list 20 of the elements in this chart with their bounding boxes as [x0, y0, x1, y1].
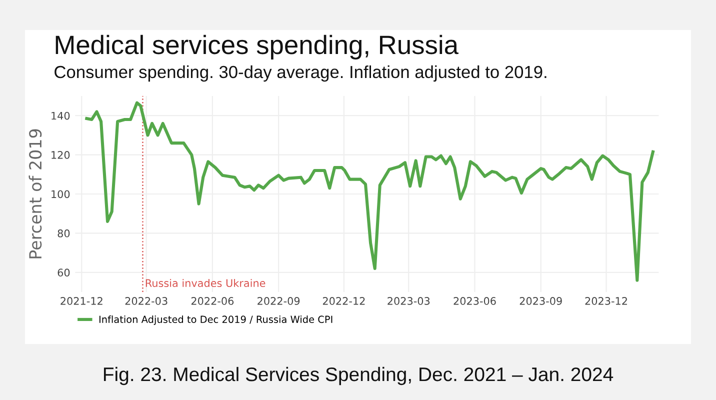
y-tick-label: 60	[58, 268, 70, 277]
chart-subtitle: Consumer spending. 30-day average. Inflation adjusted to 2019.	[54, 65, 546, 82]
chart-title: Medical services spending, Russia	[56, 34, 459, 60]
x-tick-label: 2022-06	[191, 297, 234, 305]
y-tick-label: 140	[52, 112, 70, 120]
ref-line-label: Russia invades Ukraine	[146, 278, 266, 288]
y-axis-title: Percent of 2019	[28, 129, 42, 258]
y-tick-label: 80	[58, 229, 70, 238]
legend-label: Inflation Adjusted to Dec 2019 / Russia Wide CPI	[99, 315, 332, 325]
x-tick-label: 2021-12	[60, 297, 102, 305]
y-tick-label: 120	[52, 151, 70, 159]
x-tick-label: 2023-06	[454, 297, 496, 305]
x-tick-label: 2022-12	[322, 297, 365, 305]
y-tick-label: 100	[52, 190, 70, 198]
x-tick-label: 2022-03	[125, 297, 168, 305]
x-tick-label: 2023-12	[585, 297, 627, 305]
x-tick-label: 2023-09	[520, 297, 562, 305]
x-tick-label: 2022-09	[258, 297, 300, 305]
x-tick-label: 2023-03	[388, 297, 430, 305]
caption: Fig. 23. Medical Services Spending, Dec. 2021 – Jan. 2024	[104, 366, 614, 386]
